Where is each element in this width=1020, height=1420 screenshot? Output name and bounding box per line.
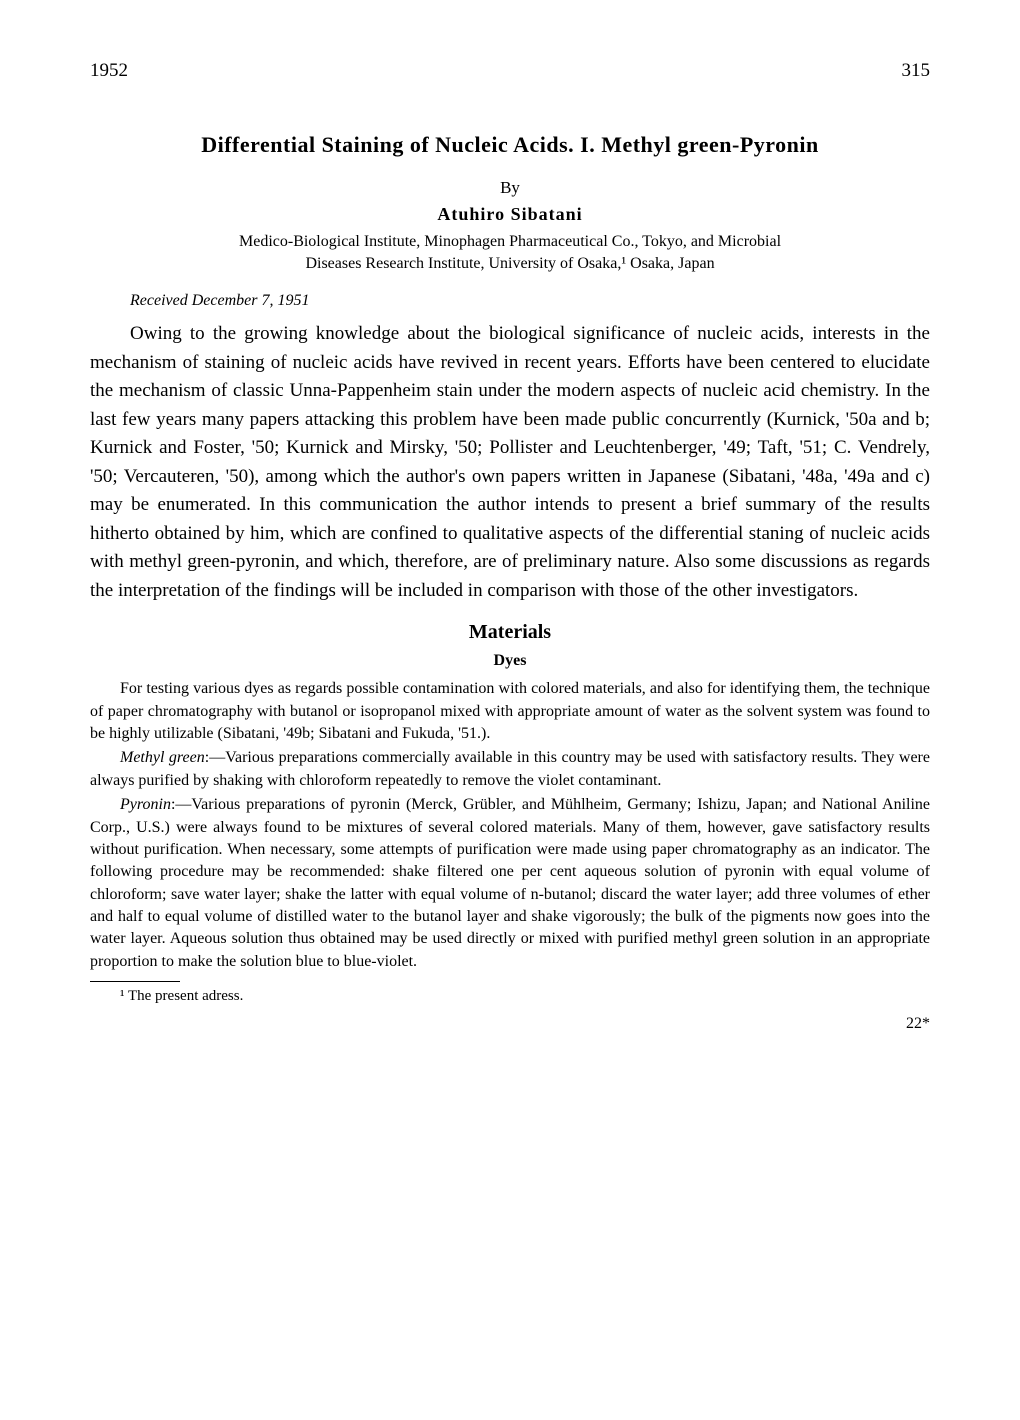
by-line: By [90,178,930,198]
received-date: Received December 7, 1951 [130,292,930,310]
dyes-paragraph-1: For testing various dyes as regards poss… [90,678,930,745]
year: 1952 [90,60,128,82]
methyl-green-paragraph: Methyl green:—Various preparations comme… [90,747,930,792]
affiliation-line2: Diseases Research Institute, University … [305,255,714,272]
dyes-para1-text: For testing various dyes as regards poss… [90,680,930,742]
author-name: Atuhiro Sibatani [90,204,930,225]
affiliation-line1: Medico-Biological Institute, Minophagen … [239,233,781,250]
pyronin-rest: :—Various preparations of pyronin (Merck… [90,796,930,970]
footnote-separator [90,981,180,982]
footnote: ¹ The present adress. [90,988,930,1005]
methyl-green-rest: :—Various preparations commercially avai… [90,749,930,788]
dyes-heading: Dyes [90,652,930,670]
body-paragraph: Owing to the growing knowledge about the… [90,320,930,605]
pyronin-paragraph: Pyronin:—Various preparations of pyronin… [90,794,930,973]
paper-title: Differential Staining of Nucleic Acids. … [90,132,930,158]
page-footer-signature: 22* [90,1015,930,1033]
pyronin-lead: Pyronin [120,796,171,813]
page-number: 315 [902,60,931,82]
methyl-green-lead: Methyl green [120,749,205,766]
header-row: 1952 315 [90,60,930,82]
materials-heading: Materials [90,621,930,644]
affiliation: Medico-Biological Institute, Minophagen … [90,231,930,274]
